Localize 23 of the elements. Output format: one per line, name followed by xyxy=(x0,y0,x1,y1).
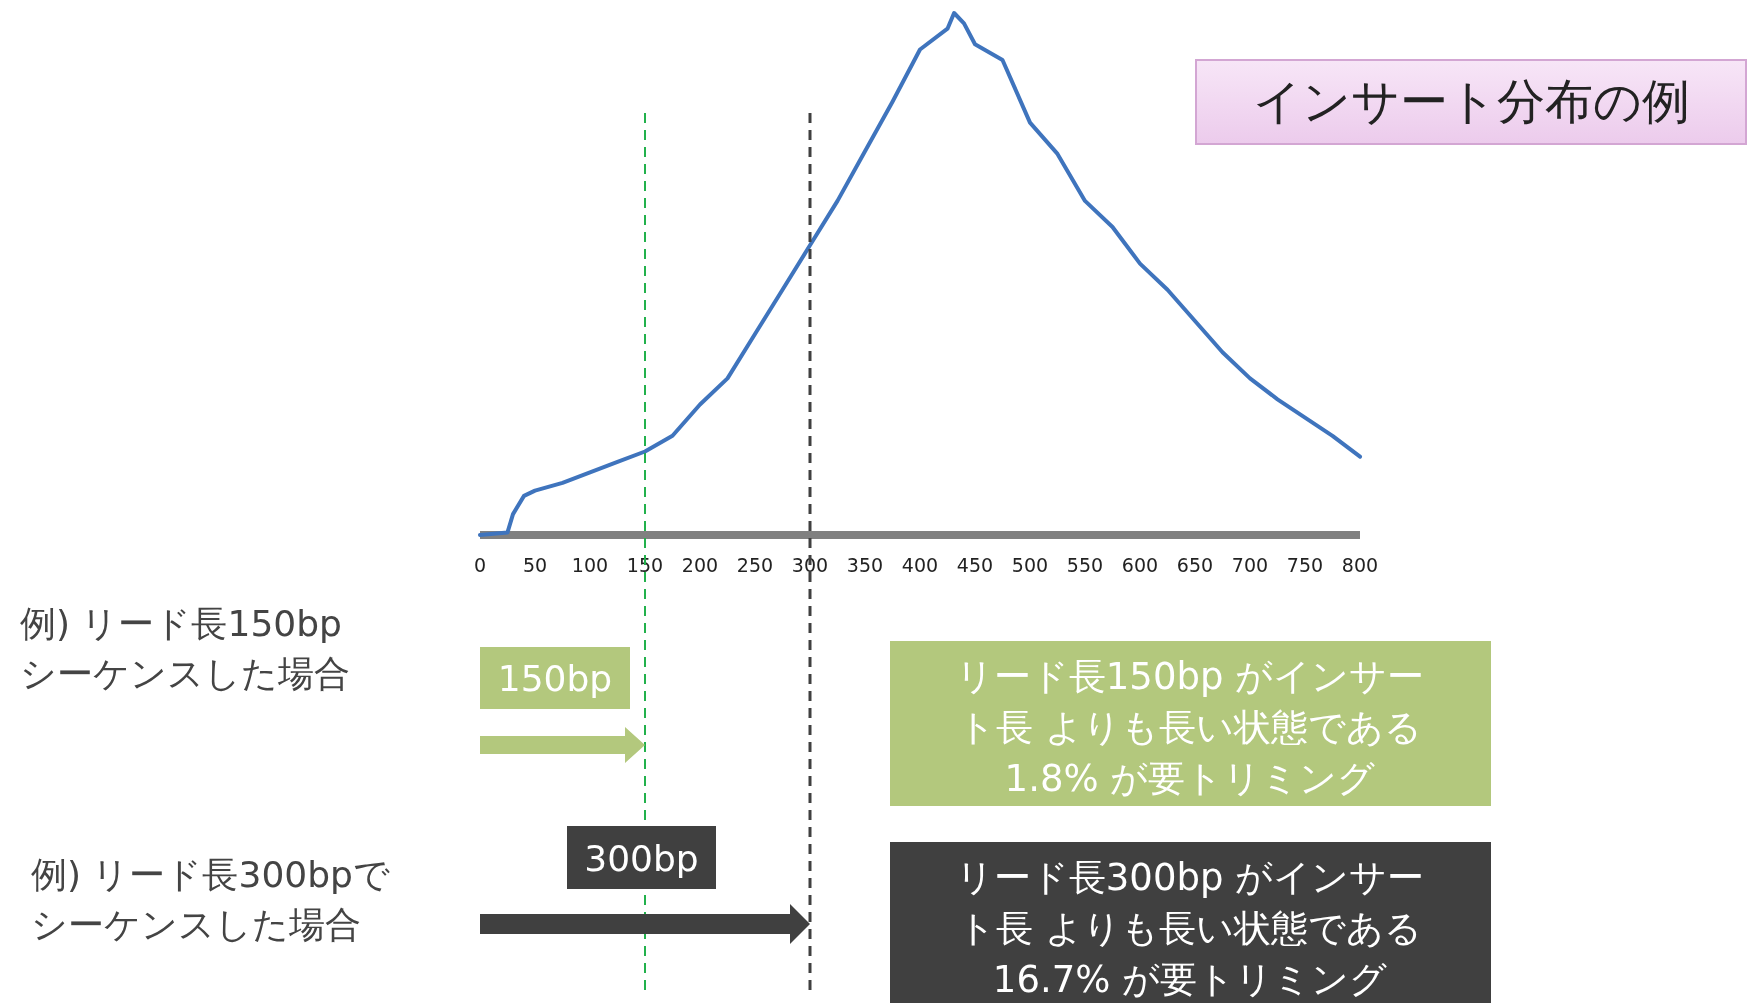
x-tick-label: 0 xyxy=(473,554,487,576)
text: 例) リード長300bpでシーケンスした場合 xyxy=(31,854,390,945)
x-tick-label: 300 xyxy=(791,554,829,576)
x-tick-label: 800 xyxy=(1341,554,1379,576)
text: 300bp xyxy=(584,837,699,879)
x-tick-label: 50 xyxy=(522,554,548,576)
x-tick-label: 350 xyxy=(846,554,884,576)
x-tick-label: 550 xyxy=(1066,554,1104,576)
x-tick-label: 700 xyxy=(1231,554,1269,576)
x-tick-label: 200 xyxy=(681,554,719,576)
x-tick-label: 750 xyxy=(1286,554,1324,576)
text: インサート分布の例 xyxy=(1252,73,1690,129)
text: リード長150bp がインサート長 よりも長い状態である1.8% が要トリミング xyxy=(955,655,1425,800)
x-tick-label: 650 xyxy=(1176,554,1214,576)
x-tick-label: 250 xyxy=(736,554,774,576)
text: リード長300bp がインサート長 よりも長い状態である16.7% が要トリミング xyxy=(955,856,1425,1001)
text: 例) リード長150bpシーケンスした場合 xyxy=(20,603,350,694)
text: 150bp xyxy=(497,658,613,699)
x-tick-label: 500 xyxy=(1011,554,1049,576)
x-tick-label: 400 xyxy=(901,554,939,576)
x-tick-label: 450 xyxy=(956,554,994,576)
x-tick-label: 600 xyxy=(1121,554,1159,576)
x-tick-label: 100 xyxy=(571,554,609,576)
